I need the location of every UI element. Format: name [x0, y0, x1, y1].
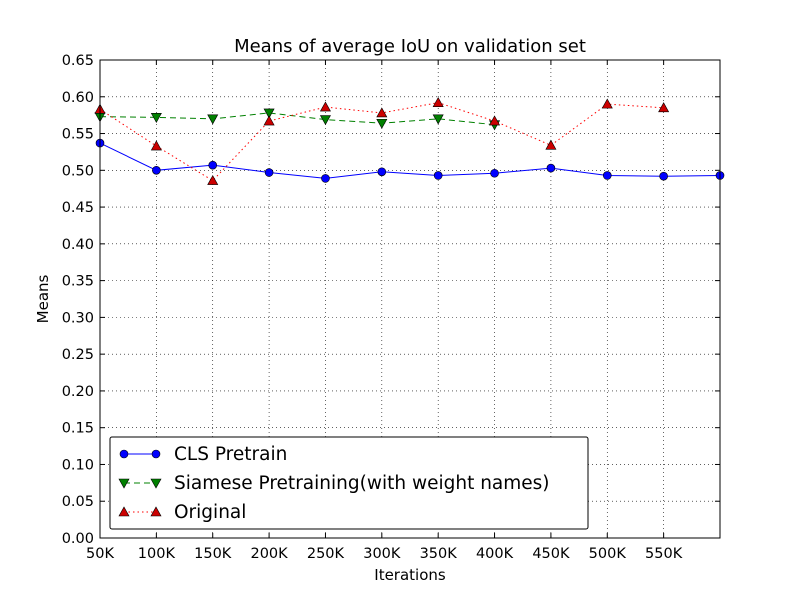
- legend-label: Siamese Pretraining(with weight names): [174, 473, 550, 494]
- y-tick-label: 0.35: [62, 274, 94, 290]
- ticks: 0.00 0.05 0.10 0.15 0.20 0.25 0.30 0.35 0.40 0.45…: [62, 53, 720, 562]
- x-tick-label: 400K: [476, 546, 514, 562]
- y-tick-label: 0.25: [62, 347, 94, 363]
- legend-marker: [118, 478, 130, 489]
- y-tick-label: 0.55: [62, 127, 94, 143]
- data-point: [321, 174, 330, 183]
- legend-marker: [118, 506, 130, 517]
- y-tick-label: 0.50: [62, 163, 94, 179]
- x-tick-label: 50K: [86, 546, 114, 562]
- x-tick-label: 250K: [307, 546, 345, 562]
- data-point: [433, 171, 443, 180]
- grid: [100, 60, 720, 538]
- y-tick-label: 0.15: [62, 421, 94, 437]
- data-point: [208, 160, 218, 170]
- data-point: [658, 102, 670, 113]
- series-layer: [94, 97, 725, 185]
- y-tick-label: 0.60: [62, 90, 94, 106]
- data-point: [152, 166, 161, 175]
- data-point: [319, 115, 331, 126]
- series-line: [99, 142, 721, 179]
- legend-marker: [151, 449, 161, 459]
- data-point: [150, 113, 162, 123]
- x-tick-label: 350K: [420, 546, 458, 562]
- data-point: [150, 140, 162, 151]
- x-tick-label: 500K: [589, 546, 627, 562]
- data-point: [602, 171, 612, 180]
- data-point: [545, 139, 557, 150]
- data-point: [207, 174, 219, 185]
- x-tick-label: 300K: [363, 546, 401, 562]
- x-axis-label: Iterations: [374, 566, 446, 584]
- y-tick-label: 0.05: [62, 494, 94, 510]
- y-tick-label: 0.40: [62, 237, 94, 253]
- data-point: [489, 115, 501, 126]
- data-point: [319, 101, 331, 112]
- legend-label: Original: [174, 502, 246, 523]
- series-line: [99, 112, 495, 126]
- data-point: [659, 171, 668, 181]
- x-tick-label: 150K: [194, 546, 232, 562]
- data-point: [432, 114, 444, 125]
- data-point: [264, 168, 274, 177]
- plot-frame: [99, 59, 721, 539]
- series-3: [94, 97, 670, 185]
- y-tick-label: 0.65: [62, 53, 94, 69]
- data-point: [376, 107, 388, 118]
- y-tick-label: 0.20: [62, 384, 94, 400]
- data-point: [601, 98, 613, 109]
- legend-marker: [150, 478, 162, 489]
- data-point: [546, 163, 556, 173]
- legend-marker: [150, 506, 162, 517]
- y-tick-label: 0.10: [62, 457, 94, 473]
- data-point: [377, 167, 387, 177]
- x-tick-label: 450K: [532, 546, 570, 562]
- x-tick-label: 200K: [250, 546, 288, 562]
- data-point: [263, 115, 275, 126]
- data-point: [376, 118, 388, 129]
- legend-marker: [119, 449, 129, 459]
- legend: CLS Pretrain Siamese Pretraining(with wei…: [109, 436, 589, 530]
- y-axis-label: Means: [34, 274, 52, 323]
- data-point: [490, 168, 499, 178]
- data-point: [207, 114, 219, 125]
- legend-label: CLS Pretrain: [174, 444, 287, 465]
- x-tick-label: 100K: [138, 546, 176, 562]
- x-tick-label: 550K: [645, 546, 683, 562]
- data-point: [263, 108, 275, 119]
- y-tick-label: 0.00: [62, 531, 94, 547]
- y-tick-label: 0.30: [62, 310, 94, 326]
- series-1: [95, 138, 725, 183]
- y-tick-label: 0.45: [62, 200, 94, 216]
- chart-title: Means of average IoU on validation set: [234, 36, 586, 57]
- legend-box: [109, 436, 589, 530]
- series-line: [99, 102, 664, 182]
- data-point: [432, 97, 444, 107]
